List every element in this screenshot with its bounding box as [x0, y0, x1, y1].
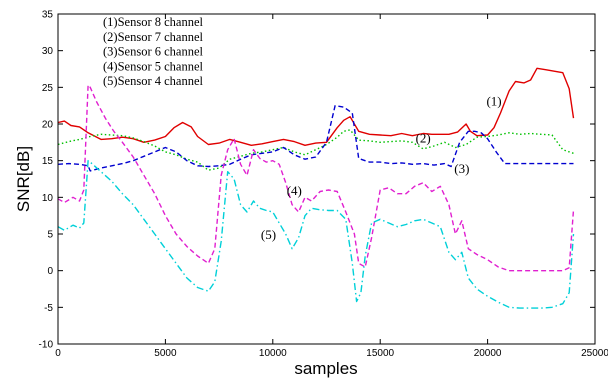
y-tick-label: 20: [42, 120, 54, 131]
y-tick-label: -10: [39, 340, 54, 351]
legend-entry: (3)Sensor 6 channel: [103, 45, 203, 59]
series-line-4: [57, 84, 575, 272]
x-tick-label: 15000: [366, 348, 394, 359]
y-axis-ticks: -10 -5 0 5 10 15 20 25 30 35: [39, 10, 595, 351]
series-line-5: [57, 160, 575, 309]
legend-entry: (2)Sensor 7 channel: [103, 30, 203, 44]
curve-annotation: (5): [261, 227, 276, 242]
series-line-1: [57, 67, 575, 146]
x-tick-label: 20000: [474, 348, 502, 359]
curve-annotation: (2): [416, 130, 431, 145]
curve-annotation: (4): [287, 183, 302, 198]
series-layer: [57, 67, 575, 309]
curve-annotations: (1) (2) (3) (4) (5): [261, 94, 502, 242]
y-tick-label: -5: [44, 303, 53, 314]
y-tick-label: 5: [47, 230, 53, 241]
x-tick-label: 25000: [581, 348, 608, 359]
y-tick-label: 15: [42, 156, 54, 167]
y-tick-label: 10: [42, 193, 54, 204]
legend-entry: (4)Sensor 5 channel: [103, 59, 203, 73]
legend-entry: (5)Sensor 4 channel: [103, 74, 203, 88]
y-axis-label: SNR[dB]: [14, 146, 33, 212]
y-tick-label: 0: [47, 266, 53, 277]
x-tick-label: 10000: [259, 348, 287, 359]
x-axis-label: samples: [294, 359, 357, 378]
series-line-2: [57, 129, 574, 171]
x-tick-label: 5000: [154, 348, 177, 359]
plot-frame: [57, 13, 596, 345]
curve-annotation: (1): [486, 94, 501, 109]
y-tick-label: 30: [42, 46, 54, 57]
x-tick-label: 0: [55, 348, 61, 359]
y-tick-label: 25: [42, 83, 54, 94]
y-tick-label: 35: [42, 10, 54, 21]
legend: (1)Sensor 8 channel(2)Sensor 7 channel(3…: [103, 15, 203, 88]
x-axis-ticks: 0 5000 10000 15000 20000 25000: [55, 14, 608, 359]
series-line-3: [57, 105, 574, 172]
legend-entry: (1)Sensor 8 channel: [103, 15, 203, 29]
curve-annotation: (3): [454, 161, 469, 176]
